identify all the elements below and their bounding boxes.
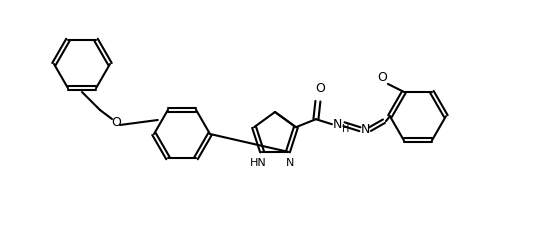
- Text: N: N: [286, 158, 294, 168]
- Text: HN: HN: [250, 158, 266, 168]
- Text: H: H: [342, 124, 350, 134]
- Text: N: N: [361, 123, 371, 136]
- Text: O: O: [366, 69, 367, 70]
- Text: O: O: [111, 115, 121, 129]
- Text: N: N: [333, 118, 343, 131]
- Text: Methoxy:: Methoxy:: [372, 69, 378, 70]
- Text: O: O: [315, 82, 325, 95]
- Text: O: O: [377, 71, 387, 84]
